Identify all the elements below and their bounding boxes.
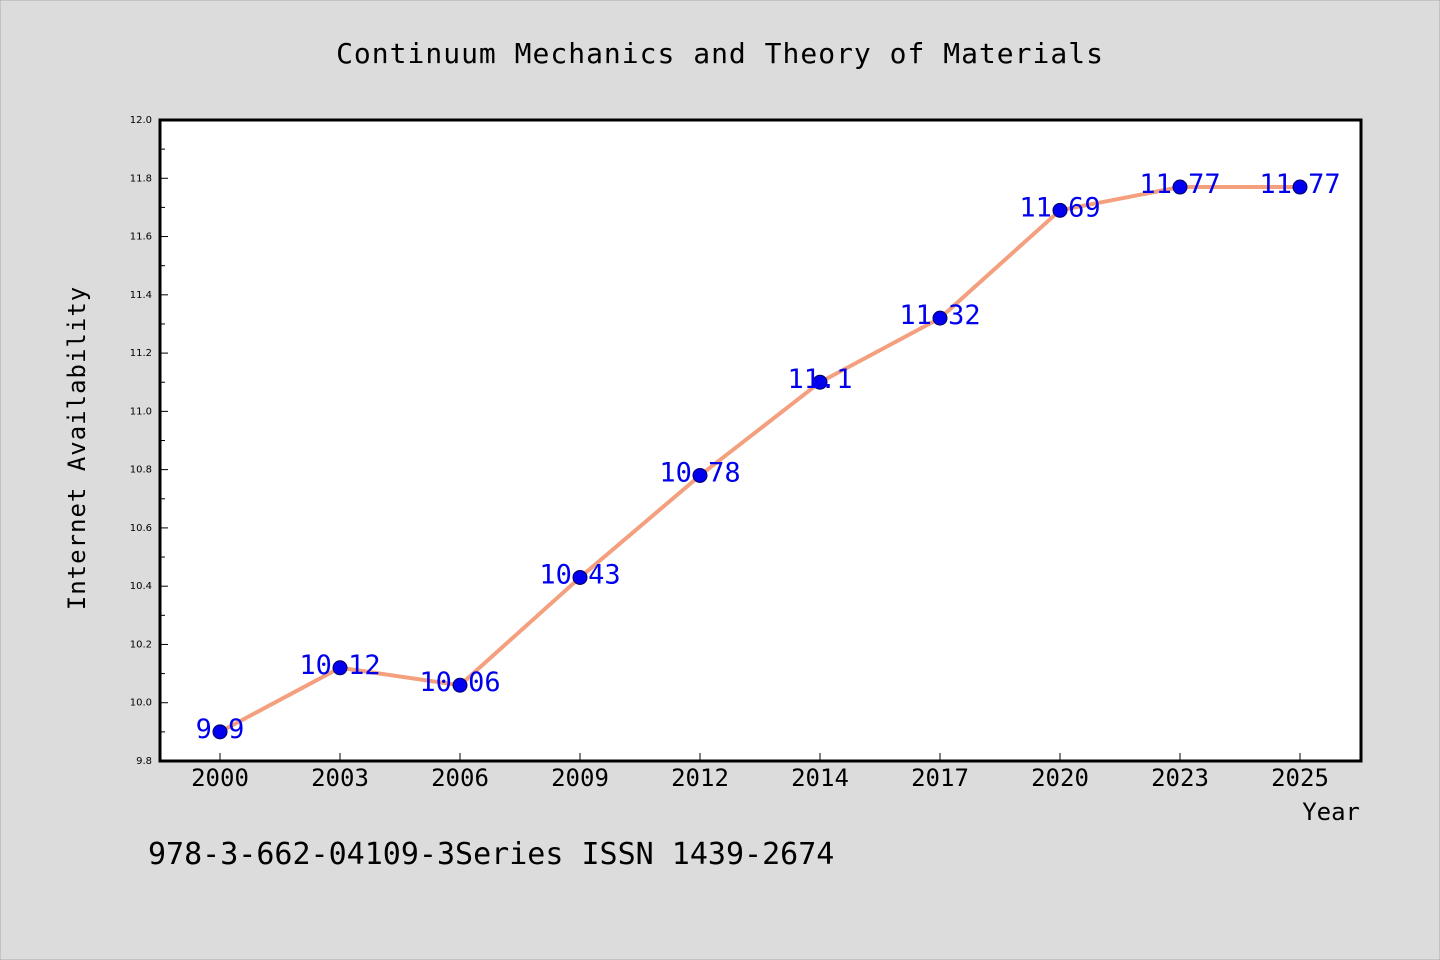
data-point (572, 569, 588, 585)
data-point (452, 677, 468, 693)
y-tick-label: 10.4 (130, 581, 152, 592)
data-label: 11.32 (899, 300, 980, 331)
data-point (812, 374, 828, 390)
y-tick-label: 11.6 (130, 232, 152, 243)
data-point (692, 467, 708, 483)
data-point (1172, 179, 1188, 195)
data-point (1292, 179, 1308, 195)
data-label: 10.43 (539, 559, 620, 590)
series-layer: 9.9 10.12 10.06 10.43 10.78 11.1 11.32 11.69 11.… (196, 169, 1341, 745)
x-tick-label: 2012 (671, 764, 729, 792)
x-tick-label: 2017 (911, 764, 969, 792)
y-tick-label: 9.8 (136, 756, 152, 767)
y-tick-label: 10.2 (130, 639, 152, 650)
data-label: 11.77 (1139, 169, 1220, 200)
data-label: 11.77 (1259, 169, 1340, 200)
data-label: 10.12 (299, 650, 380, 681)
y-tick-label: 10.8 (130, 465, 152, 476)
data-point (1052, 202, 1068, 218)
y-tick-label: 12.0 (130, 115, 152, 126)
x-tick-label: 2000 (191, 764, 249, 792)
chart-title: Continuum Mechanics and Theory of Materi… (336, 37, 1104, 70)
data-point (212, 724, 228, 740)
footer-note: 978-3-662-04109-3Series ISSN 1439-2674 (148, 837, 834, 872)
x-axis: 2000 2003 2006 2009 2012 2014 2017 2020 2023 2025 (191, 753, 1329, 792)
x-tick-label: 2020 (1031, 764, 1089, 792)
x-tick-label: 2006 (431, 764, 489, 792)
y-tick-label: 11.2 (130, 348, 152, 359)
x-tick-label: 2014 (791, 764, 849, 792)
y-axis: 9.8 10.0 10.2 10.4 10.6 10.8 11.0 11.2 11.4 11.6 1… (130, 115, 168, 767)
data-label: 9.9 (196, 714, 245, 745)
data-label: 11.1 (787, 364, 852, 395)
x-tick-label: 2003 (311, 764, 369, 792)
x-axis-label: Year (1302, 798, 1360, 826)
data-label: 10.06 (419, 667, 500, 698)
data-label: 10.78 (659, 457, 740, 488)
series-line (219, 185, 1300, 734)
y-tick-label: 10.0 (130, 698, 152, 709)
x-tick-label: 2023 (1151, 764, 1209, 792)
y-tick-label: 10.6 (130, 523, 152, 534)
y-tick-label: 11.0 (130, 406, 152, 417)
x-tick-label: 2009 (551, 764, 609, 792)
y-axis-label: Internet Availability (63, 286, 91, 610)
data-point (932, 310, 948, 326)
data-point (332, 660, 348, 676)
data-label: 11.69 (1019, 192, 1100, 223)
y-tick-label: 11.4 (130, 290, 152, 301)
plot-area (158, 118, 1363, 763)
y-tick-label: 11.8 (130, 173, 152, 184)
x-tick-label: 2025 (1271, 764, 1329, 792)
